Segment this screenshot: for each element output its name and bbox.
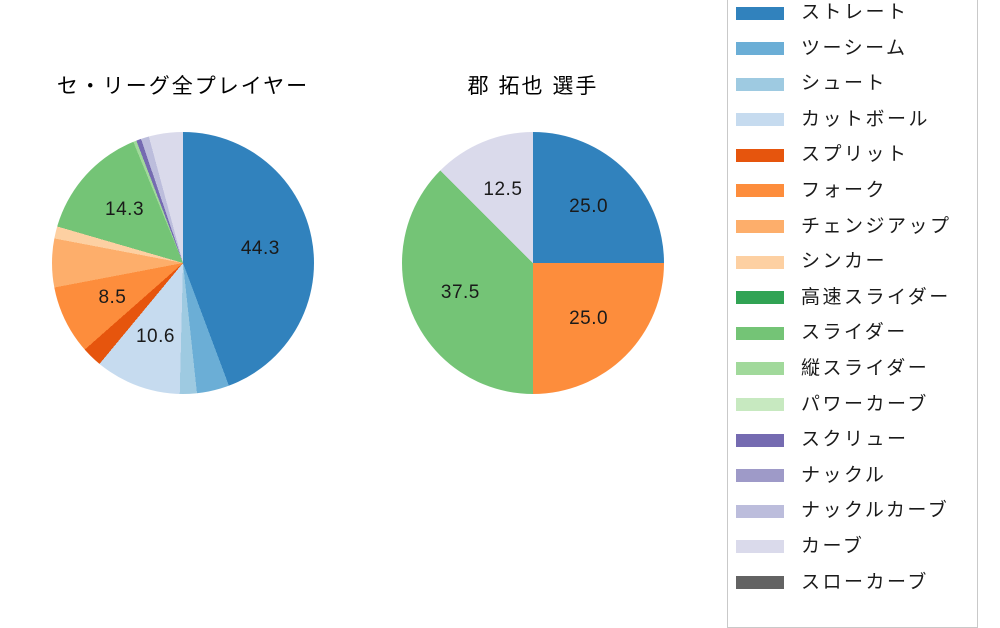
legend-item-label: フォーク	[801, 179, 888, 201]
legend-color-swatch-icon	[736, 540, 784, 554]
legend-item-label: カーブ	[801, 535, 865, 557]
legend-item: ナックルカーブ	[736, 499, 977, 523]
legend-item: シンカー	[736, 250, 977, 274]
legend-color-swatch-icon	[736, 433, 784, 447]
legend-color-swatch-icon	[736, 42, 784, 56]
legend-item-label: カットボール	[801, 108, 931, 130]
legend-item: スクリュー	[736, 428, 977, 452]
legend-item: スローカーブ	[736, 571, 977, 595]
chart-title-league-all-players: セ・リーグ全プレイヤー	[56, 75, 310, 98]
legend-color-swatch-icon	[736, 220, 784, 234]
pie-percentage-label: 25.0	[569, 196, 609, 218]
legend-item: フォーク	[736, 179, 977, 203]
legend-item-label: シンカー	[801, 251, 888, 273]
legend-item: パワーカーブ	[736, 393, 977, 417]
legend-color-swatch-icon	[736, 326, 784, 340]
legend-color-swatch-icon	[736, 398, 784, 412]
legend-item-label: 縦スライダー	[801, 357, 930, 379]
pie-chart-league-all-players: セ・リーグ全プレイヤー 44.3 10.6 8.5 14.3	[52, 75, 314, 394]
pie-chart-player-kori-takuya: 郡 拓也 選手 25.0 25.0 37.5 12.5	[402, 75, 664, 394]
pie-league-all-players	[52, 132, 314, 394]
legend-item-label: ナックルカーブ	[801, 500, 950, 522]
legend-item-label: スプリット	[801, 144, 909, 166]
pie-percentage-label: 25.0	[569, 307, 609, 329]
pie-percentage-label: 44.3	[240, 238, 280, 259]
legend-color-swatch-icon	[736, 576, 784, 589]
legend-item-label: 高速スライダー	[801, 286, 951, 308]
pie-player-kori-takuya	[402, 132, 664, 394]
legend-item-label: ストレート	[801, 2, 909, 23]
legend-item-label: スローカーブ	[801, 571, 929, 593]
legend-color-swatch-icon	[736, 255, 784, 269]
legend-item-label: パワーカーブ	[801, 393, 929, 415]
legend-item: カットボール	[736, 108, 977, 132]
legend-color-swatch-icon	[736, 6, 784, 20]
legend-color-swatch-icon	[736, 184, 784, 198]
legend-item: チェンジアップ	[736, 215, 977, 239]
legend-item-label: スライダー	[801, 322, 908, 344]
legend-item: スプリット	[736, 143, 977, 167]
legend-item: 高速スライダー	[736, 286, 977, 310]
legend-item-label: チェンジアップ	[801, 215, 952, 237]
legend-color-swatch-icon	[736, 148, 784, 162]
legend-item-label: ツーシーム	[801, 37, 908, 59]
legend-item: ツーシーム	[736, 37, 977, 61]
legend-color-swatch-icon	[736, 291, 784, 305]
legend-item-label: シュート	[801, 73, 888, 95]
legend-color-swatch-icon	[736, 113, 784, 127]
legend-color-swatch-icon	[736, 77, 784, 91]
figure-canvas: セ・リーグ全プレイヤー 44.3 10.6 8.5 14.3 郡 拓也 選手 25.0…	[52, 0, 978, 628]
legend-item: カーブ	[736, 535, 977, 559]
legend-item: ナックル	[736, 464, 977, 488]
pie-percentage-label: 12.5	[483, 179, 523, 201]
chart-title-player-kori-takuya: 郡 拓也 選手	[467, 75, 599, 98]
legend-item: スライダー	[736, 321, 977, 345]
legend-item: シュート	[736, 72, 977, 96]
pitch-type-legend: ストレート ツーシーム シュート カットボール スプリット フォーク チェンジア…	[727, 0, 978, 628]
pie-percentage-label: 8.5	[98, 286, 127, 308]
legend-color-swatch-icon	[736, 504, 784, 518]
legend-item-label: スクリュー	[801, 429, 909, 451]
pie-percentage-label: 14.3	[105, 199, 145, 221]
pie-percentage-label: 37.5	[440, 282, 480, 304]
legend-item: 縦スライダー	[736, 357, 977, 381]
legend-item: ストレート	[736, 1, 977, 25]
legend-item-label: ナックル	[801, 464, 887, 486]
legend-color-swatch-icon	[736, 362, 784, 376]
legend-color-swatch-icon	[736, 469, 784, 483]
pie-percentage-label: 10.6	[135, 325, 175, 347]
